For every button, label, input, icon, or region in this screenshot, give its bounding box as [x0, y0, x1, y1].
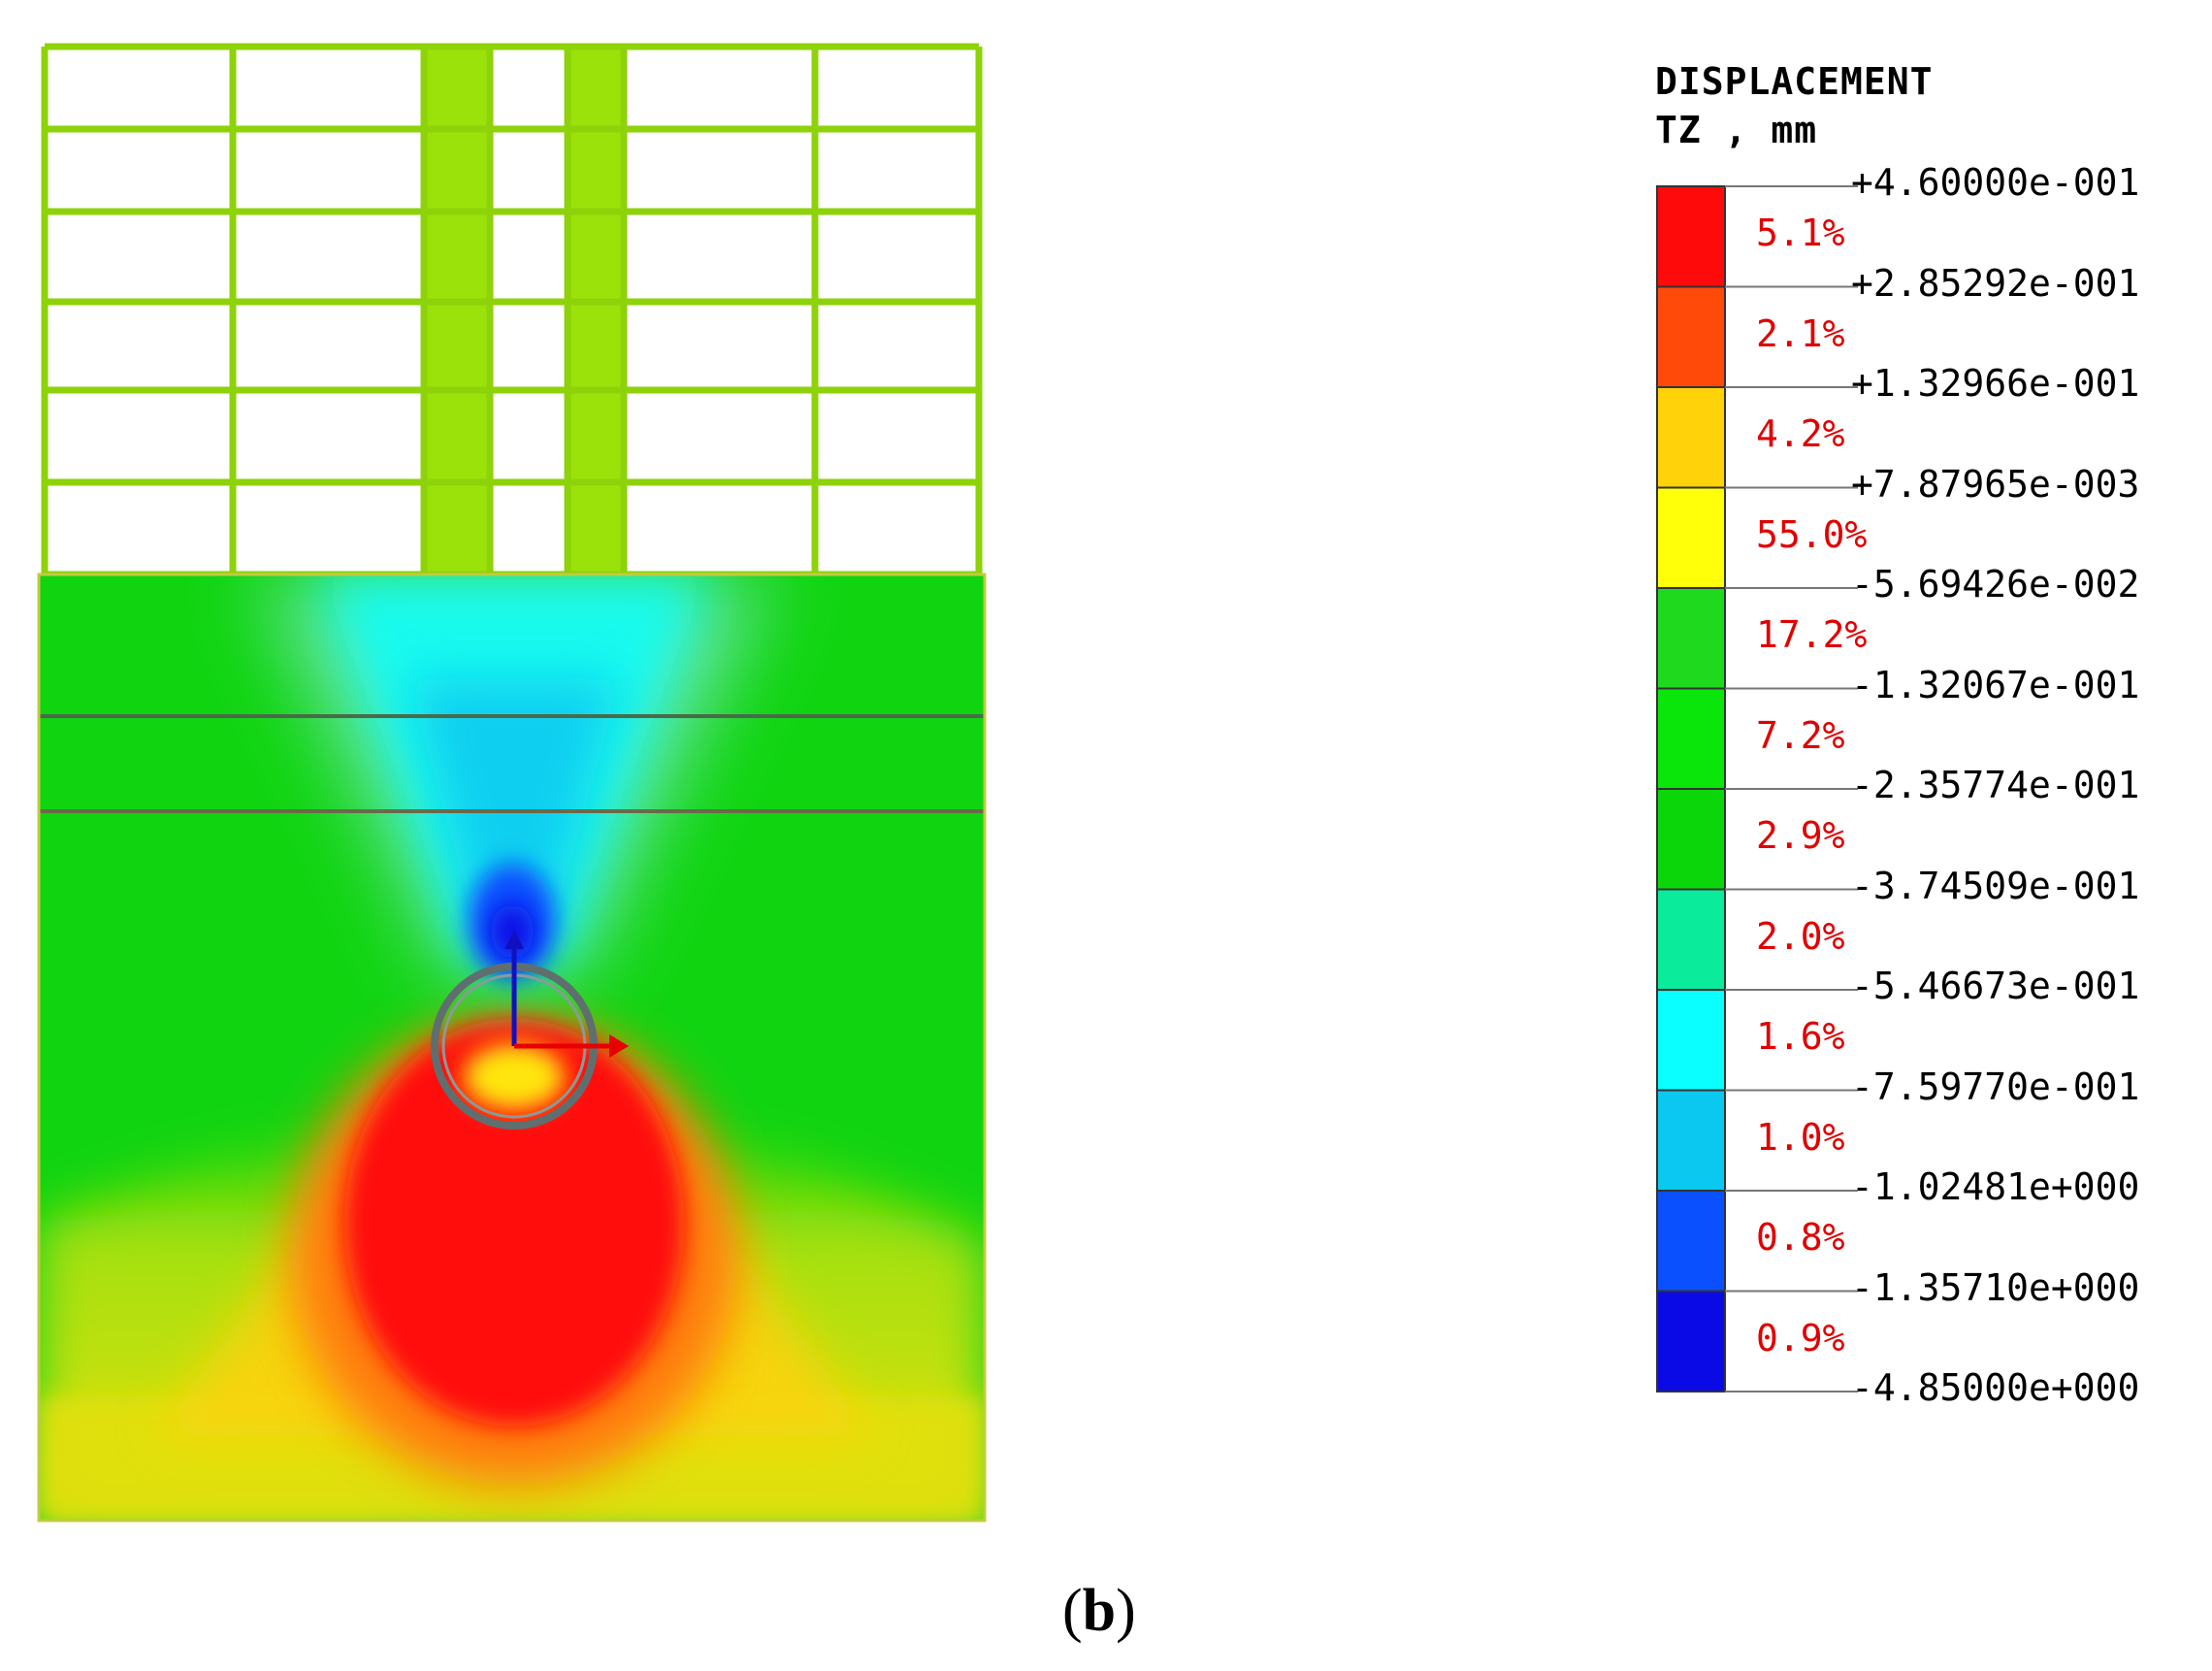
legend-percent-label: 0.8%: [1756, 1216, 1845, 1259]
shear-wall-right: [568, 47, 624, 575]
legend-percent-label: 1.6%: [1756, 1015, 1845, 1058]
legend-band: [1656, 1190, 1726, 1293]
legend-value-label: -7.59770e-001: [1851, 1065, 2140, 1108]
legend-band: [1656, 587, 1726, 690]
legend-value-label: +4.60000e-001: [1851, 161, 2140, 204]
legend-percent-label: 55.0%: [1756, 512, 1868, 556]
legend-percent-label: 5.1%: [1756, 212, 1845, 254]
legend-value-label: -1.35710e+000: [1851, 1265, 2140, 1309]
legend-band: [1656, 386, 1726, 489]
caption-letter: b: [1082, 1578, 1117, 1644]
legend-band: [1656, 687, 1726, 790]
legend-title: DISPLACEMENT: [1655, 60, 1934, 103]
legend-band: [1656, 788, 1726, 891]
legend-band: [1656, 1290, 1726, 1392]
legend-value-label: +2.85292e-001: [1851, 261, 2140, 305]
legend-value-label: -1.32067e-001: [1851, 663, 2140, 706]
legend-band: [1656, 1089, 1726, 1192]
legend-value-label: -4.85000e+000: [1851, 1366, 2140, 1409]
building-frame: [41, 43, 983, 578]
soil-boundary: [37, 573, 987, 1523]
legend-value-label: -2.35774e-001: [1851, 764, 2140, 806]
legend-band: [1656, 185, 1726, 288]
legend-percent-label: 2.1%: [1756, 311, 1845, 355]
legend-value-label: +7.87965e-003: [1851, 462, 2140, 506]
legend-value-label: -5.46673e-001: [1851, 965, 2140, 1007]
legend-value-label: -5.69426e-002: [1851, 563, 2140, 606]
soil-contour: [39, 574, 985, 1521]
legend-percent-label: 17.2%: [1756, 613, 1868, 656]
legend-percent-label: 2.9%: [1756, 814, 1845, 857]
legend-value-label: -3.74509e-001: [1851, 864, 2140, 907]
figure-caption: (b): [1062, 1578, 1136, 1644]
legend-subtitle: TZ , mm: [1655, 109, 1818, 151]
legend-band: [1656, 888, 1726, 991]
axis-triad: [504, 930, 629, 1058]
shear-wall-left: [424, 47, 490, 575]
legend-colorbar: [1656, 185, 1858, 1392]
legend-percent-label: 4.2%: [1756, 412, 1845, 455]
legend-band: [1656, 989, 1726, 1092]
legend-band: [1656, 285, 1726, 388]
legend-value-label: -1.02481e+000: [1851, 1165, 2140, 1208]
legend-percent-label: 1.0%: [1756, 1115, 1845, 1159]
legend-percent-label: 7.2%: [1756, 713, 1845, 757]
legend-band: [1656, 486, 1726, 589]
legend-value-label: +1.32966e-001: [1851, 362, 2140, 405]
legend-percent-label: 2.0%: [1756, 914, 1845, 958]
legend-percent-label: 0.9%: [1756, 1316, 1845, 1360]
